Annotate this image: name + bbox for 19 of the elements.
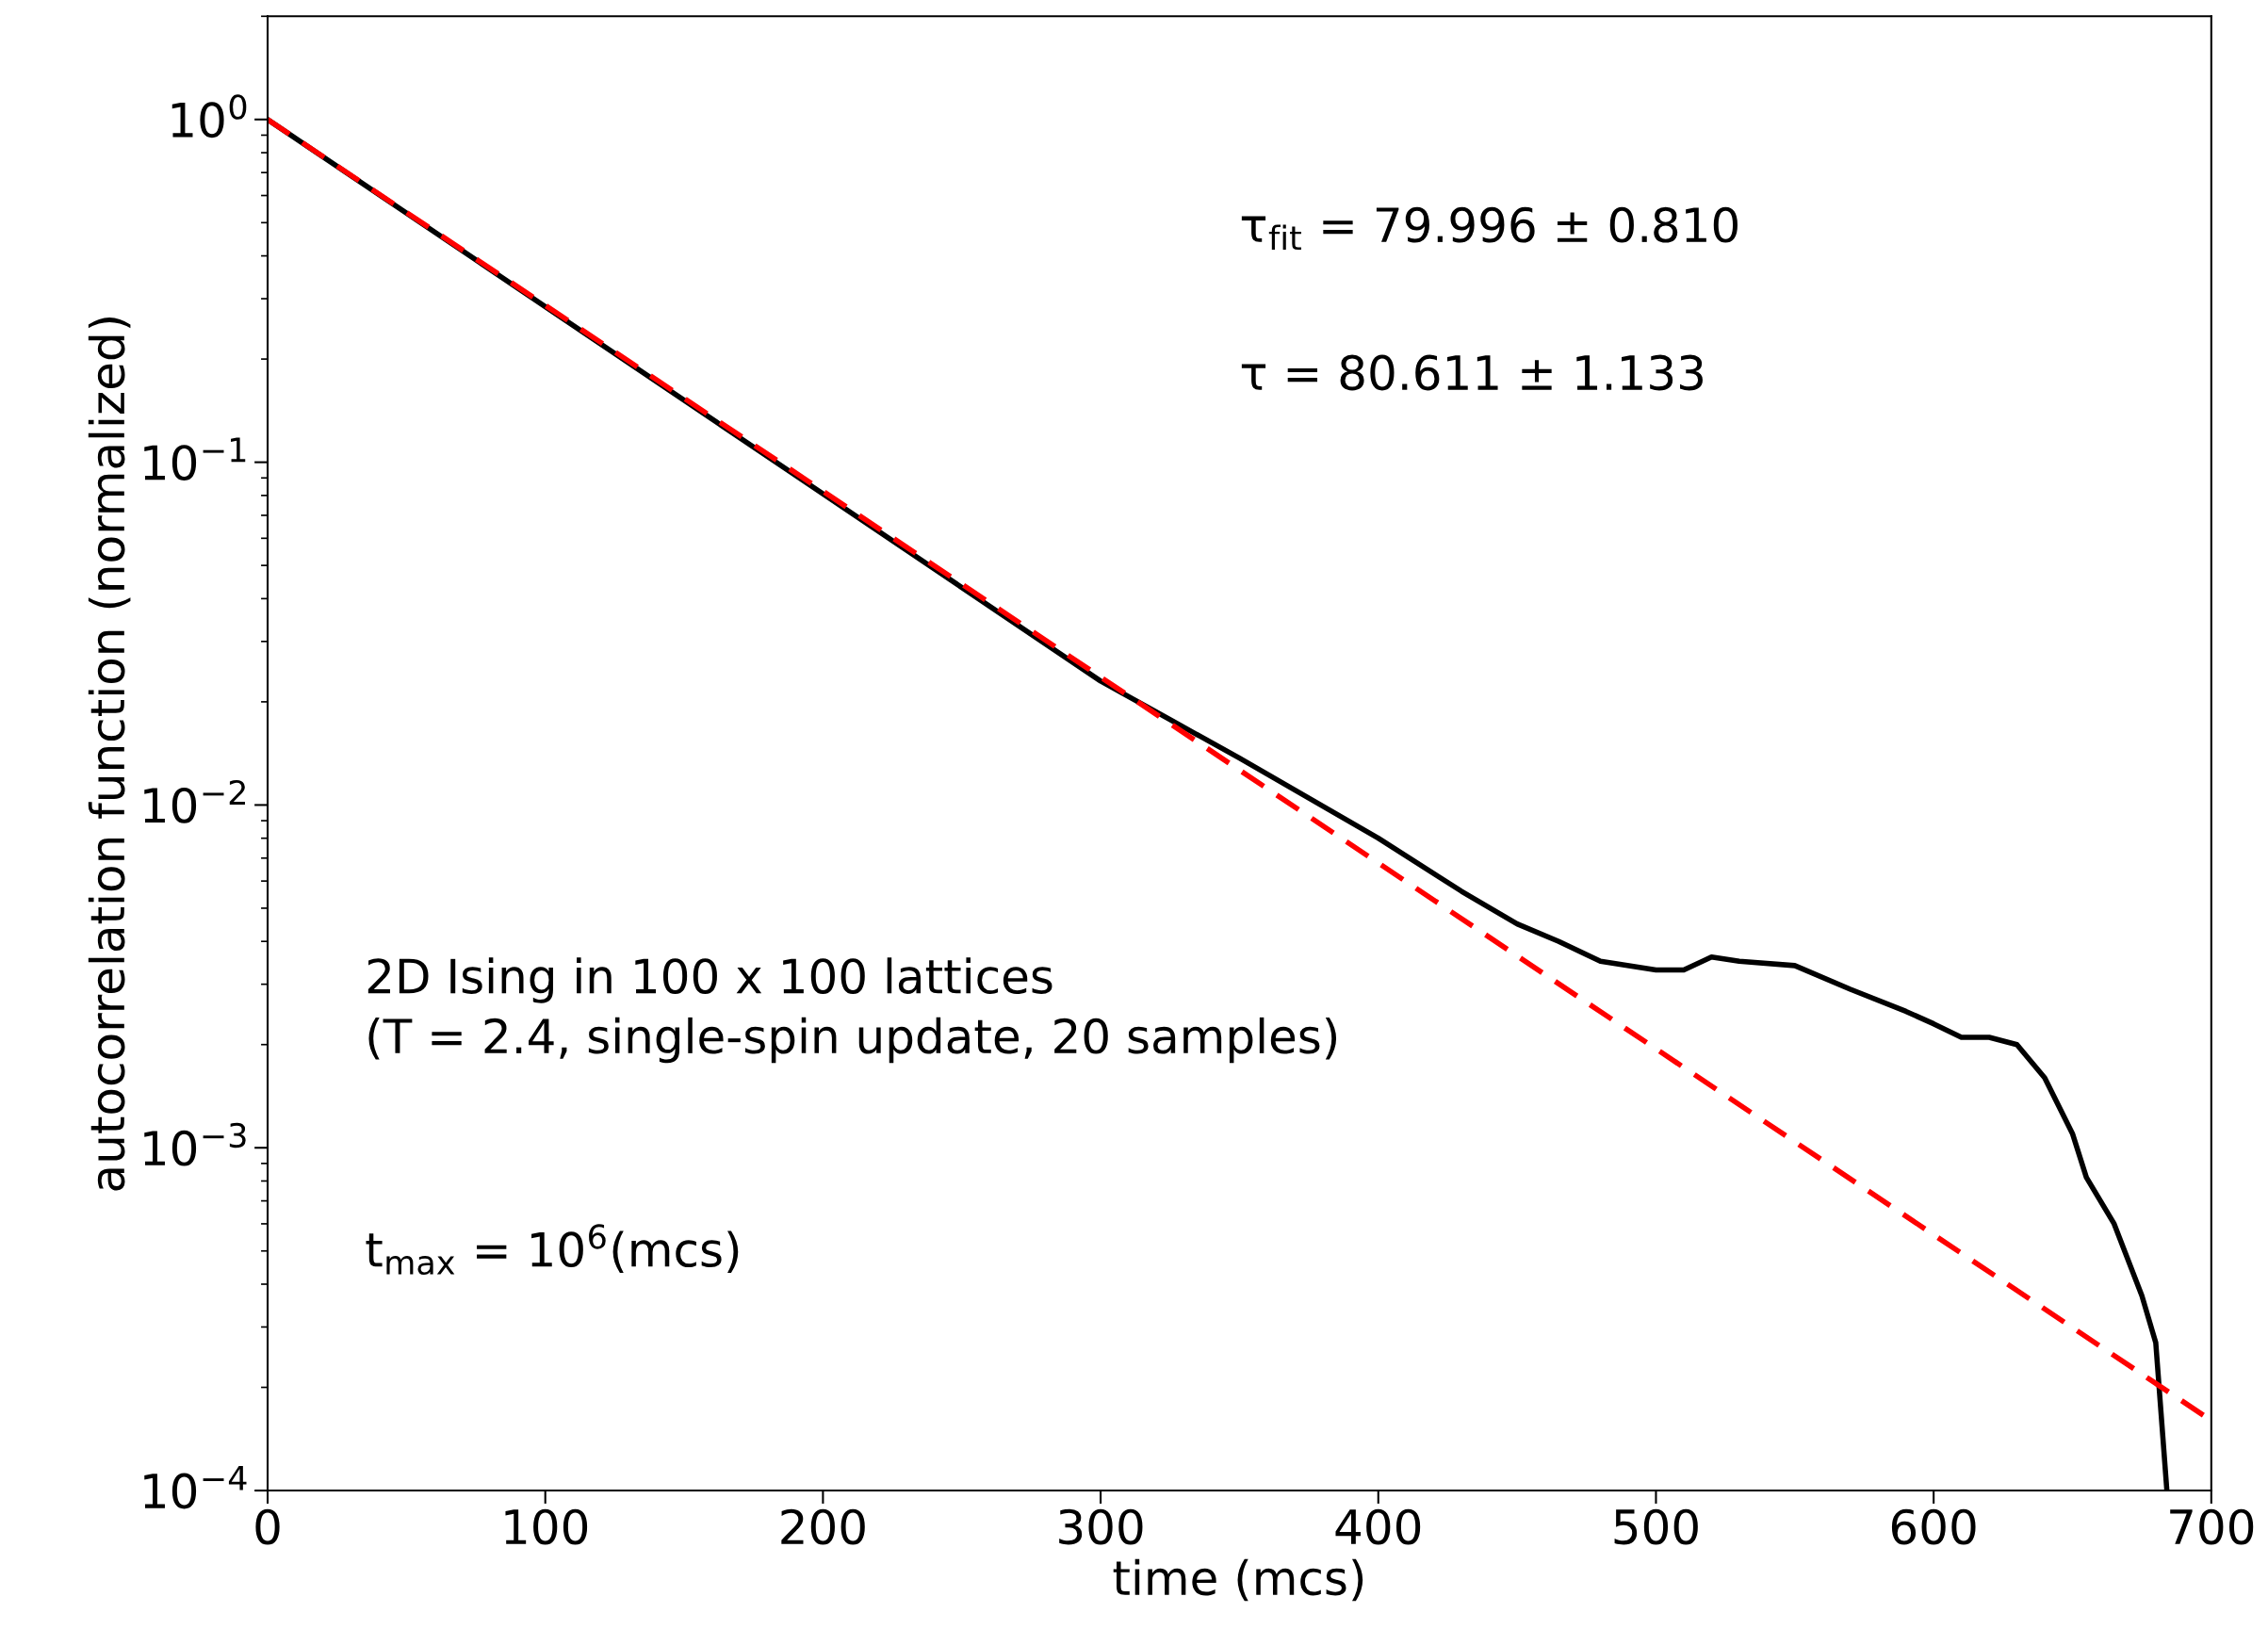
x-tick-label: 200	[781, 1508, 865, 1545]
y-tick-label: 10$^{0}$	[171, 94, 247, 138]
annotation: 2D Ising in 100 x 100 lattices (T = 2.4, single-spin update, 20 samples)	[367, 957, 1337, 1064]
annotation: t$_{max}$ = 10$^{6}$(mcs)	[366, 1224, 739, 1276]
y-tick-label: 10$^{−3}$	[144, 1122, 246, 1166]
x-tick-label: 700	[2170, 1508, 2254, 1545]
x-axis-title: time (mcs)	[1113, 1558, 1363, 1602]
y-tick-label: 10$^{−4}$	[144, 1466, 247, 1509]
y-axis-title: autocorrelation function (normalized)	[88, 318, 131, 1191]
x-tick-label: 100	[505, 1508, 588, 1545]
x-tick-label: 600	[1891, 1508, 1976, 1545]
annotation: τ = 80.611 ± 1.133	[1241, 354, 1703, 391]
x-tick-label: 400	[1335, 1508, 1421, 1545]
y-tick-label: 10$^{−2}$	[144, 779, 245, 823]
x-tick-label: 300	[1059, 1508, 1143, 1545]
annotation: τ$_{fit}$ = 79.996 ± 0.810	[1241, 206, 1738, 251]
y-tick-label: 10$^{−1}$	[144, 437, 246, 481]
x-tick-label: 0	[255, 1508, 280, 1545]
x-tick-label: 500	[1614, 1508, 1698, 1545]
